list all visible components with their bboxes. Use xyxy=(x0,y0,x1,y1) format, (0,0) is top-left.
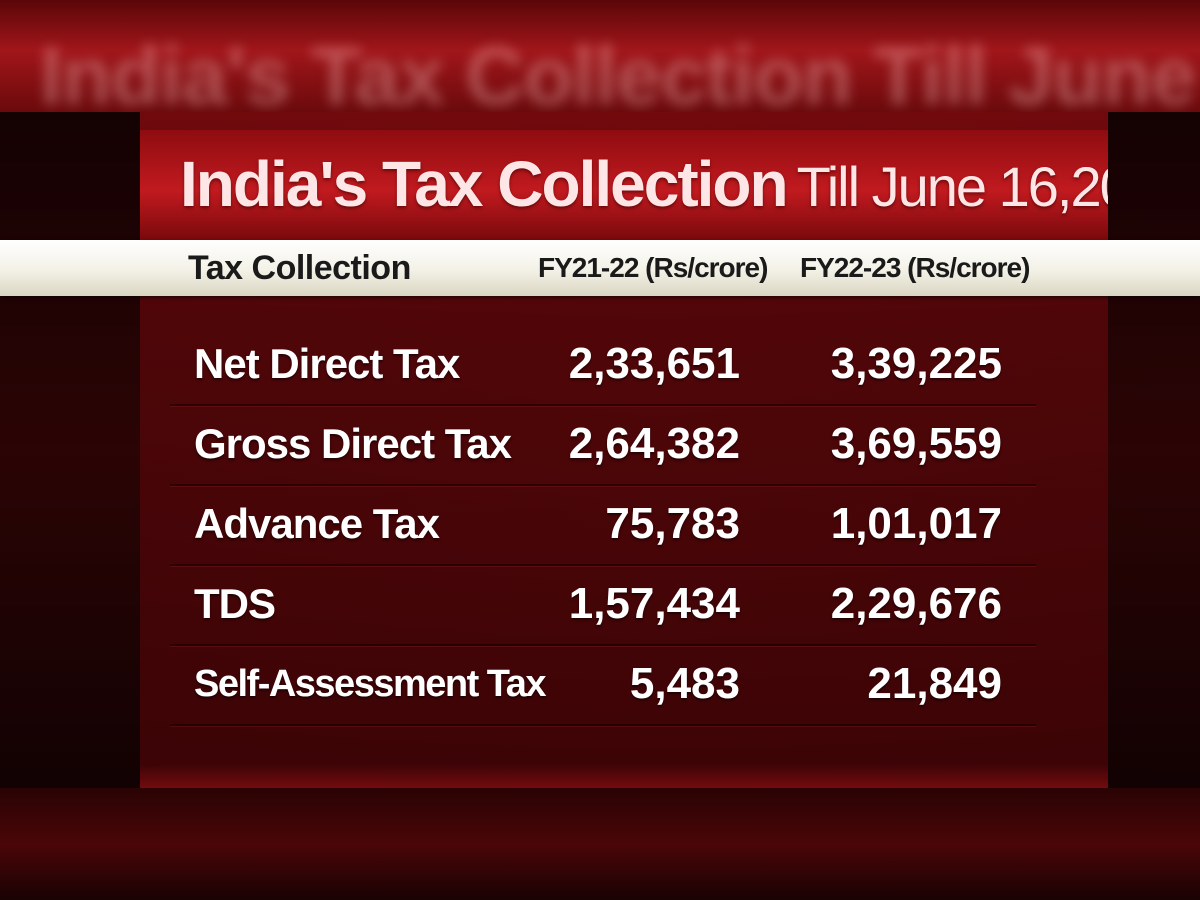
header-fy21-22: FY21-22 (Rs/crore) xyxy=(538,252,768,283)
row-label: Self-Assessment Tax xyxy=(194,663,546,705)
title-sub: Till June 16,2022 xyxy=(796,155,1108,218)
right-side-panel xyxy=(1108,112,1200,788)
row-value-fy22-23: 21,849 xyxy=(867,659,1002,708)
row-value-fy21-22: 2,33,651 xyxy=(568,339,740,388)
row-value-fy21-22: 75,783 xyxy=(605,499,740,548)
table-row: Self-Assessment Tax 5,483 21,849 xyxy=(170,646,1036,726)
table-header: Tax Collection FY21-22 (Rs/crore) FY22-2… xyxy=(0,240,1200,296)
table-row: Net Direct Tax 2,33,651 3,39,225 xyxy=(170,326,1036,406)
row-value-fy22-23: 3,39,225 xyxy=(830,339,1002,388)
left-side-panel xyxy=(0,112,140,788)
table-row: Gross Direct Tax 2,64,382 3,69,559 xyxy=(170,406,1036,486)
blurred-title-echo: India's Tax Collection Till June 16,2022 xyxy=(40,30,1200,112)
header-fy22-23: FY22-23 (Rs/crore) xyxy=(800,252,1030,283)
row-value-fy22-23: 1,01,017 xyxy=(830,499,1002,548)
bottom-band xyxy=(0,788,1200,900)
top-band: India's Tax Collection Till June 16,2022 xyxy=(0,0,1200,112)
echo-title-sub: Till June 16,2022 xyxy=(873,31,1200,112)
row-label: Gross Direct Tax xyxy=(194,420,512,467)
row-label: Net Direct Tax xyxy=(194,340,460,387)
row-value-fy21-22: 5,483 xyxy=(629,659,740,708)
row-value-fy22-23: 3,69,559 xyxy=(830,419,1002,468)
row-value-fy21-22: 2,64,382 xyxy=(568,419,740,468)
echo-title-main: India's Tax Collection xyxy=(40,31,853,112)
table-row: TDS 1,57,434 2,29,676 xyxy=(170,566,1036,646)
row-label: TDS xyxy=(194,580,276,627)
header-tax-collection: Tax Collection xyxy=(188,249,411,287)
table-body: Net Direct Tax 2,33,651 3,39,225 Gross D… xyxy=(170,326,1036,726)
row-value-fy22-23: 2,29,676 xyxy=(830,579,1002,628)
row-label: Advance Tax xyxy=(194,500,440,547)
title-main: India's Tax Collection xyxy=(180,148,789,220)
row-value-fy21-22: 1,57,434 xyxy=(568,579,740,628)
table-row: Advance Tax 75,783 1,01,017 xyxy=(170,486,1036,566)
